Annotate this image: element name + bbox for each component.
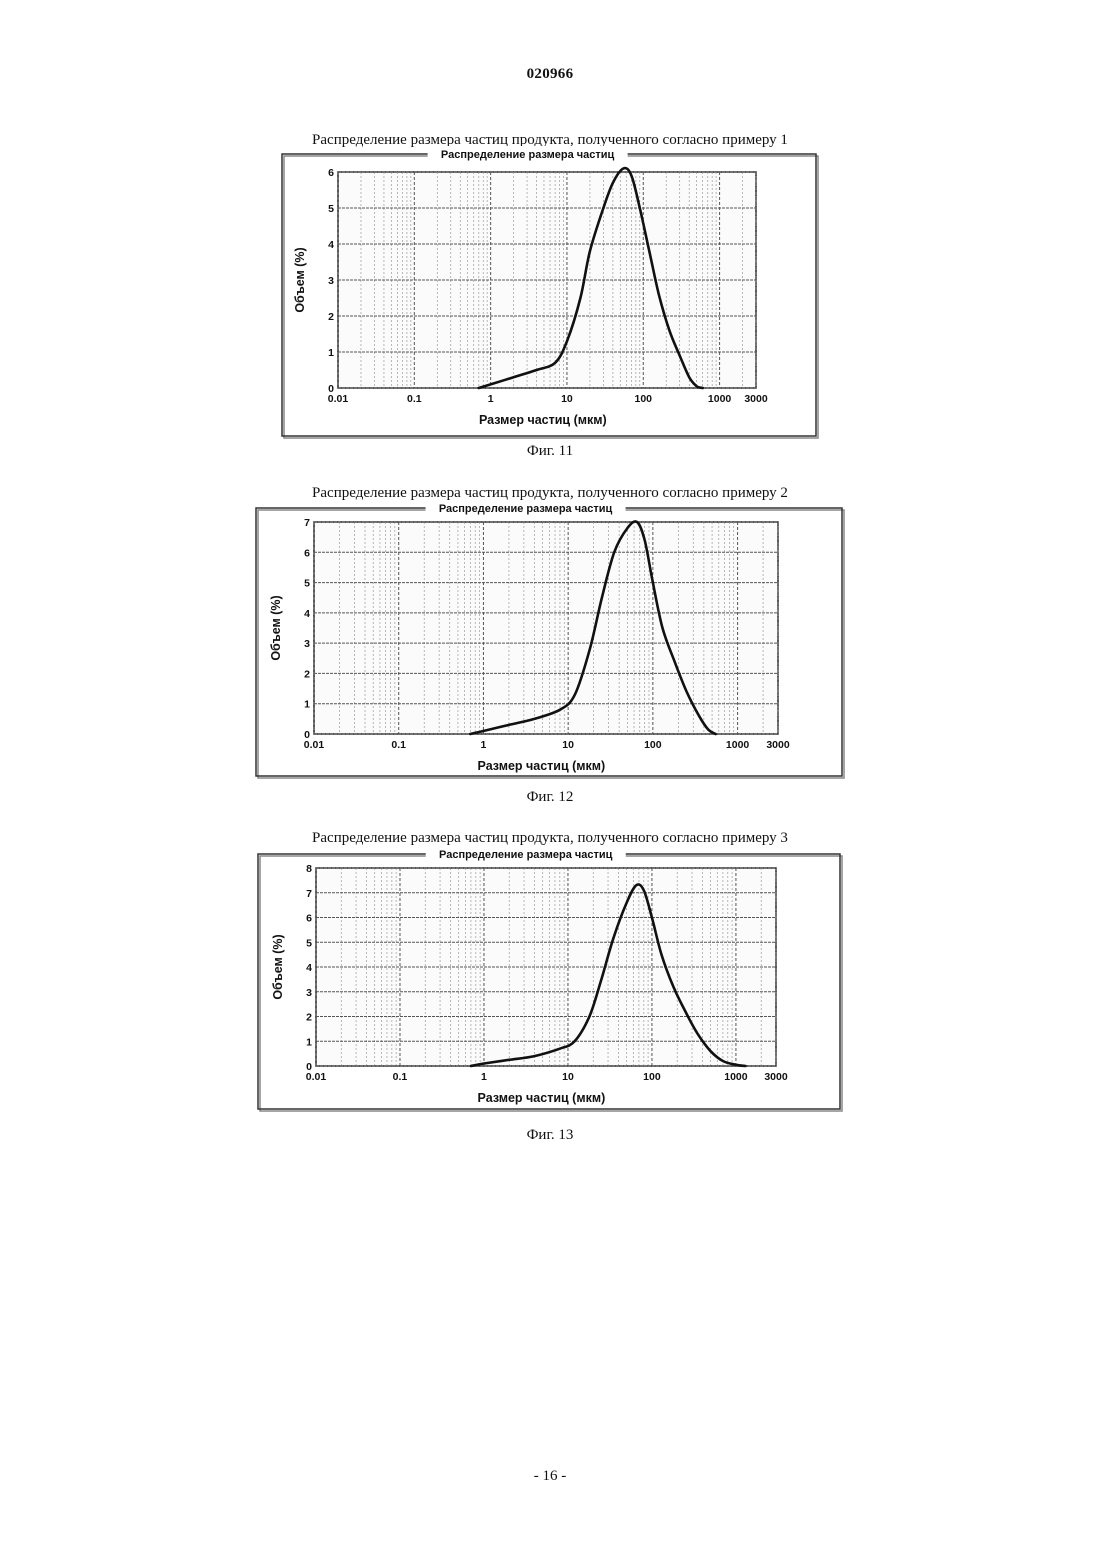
x-tick-label: 100 bbox=[643, 1071, 661, 1083]
x-tick-label: 1 bbox=[481, 1071, 487, 1083]
x-tick-label: 1000 bbox=[724, 1071, 748, 1083]
y-tick-label: 8 bbox=[306, 863, 312, 875]
y-tick-label: 1 bbox=[306, 1036, 312, 1048]
y-tick-label: 5 bbox=[306, 937, 312, 949]
y-tick-label: 4 bbox=[306, 962, 312, 974]
x-tick-label: 10 bbox=[562, 1071, 574, 1083]
x-tick-label: 3000 bbox=[764, 1071, 788, 1083]
y-axis-label: Объем (%) bbox=[271, 934, 285, 999]
y-tick-label: 0 bbox=[306, 1061, 312, 1073]
y-tick-label: 7 bbox=[306, 888, 312, 900]
figure-label: Фиг. 13 bbox=[0, 1127, 1100, 1144]
y-tick-label: 2 bbox=[306, 1012, 312, 1024]
y-tick-label: 6 bbox=[306, 913, 312, 925]
x-axis-label: Размер частиц (мкм) bbox=[478, 1091, 606, 1105]
y-tick-label: 3 bbox=[306, 987, 312, 999]
x-tick-label: 0.1 bbox=[393, 1071, 408, 1083]
page-number: - 16 - bbox=[0, 1468, 1100, 1485]
chart-title: Распределение размера частиц bbox=[439, 849, 613, 861]
particle-size-chart: Распределение размера частиц0.010.111010… bbox=[0, 0, 1100, 1140]
